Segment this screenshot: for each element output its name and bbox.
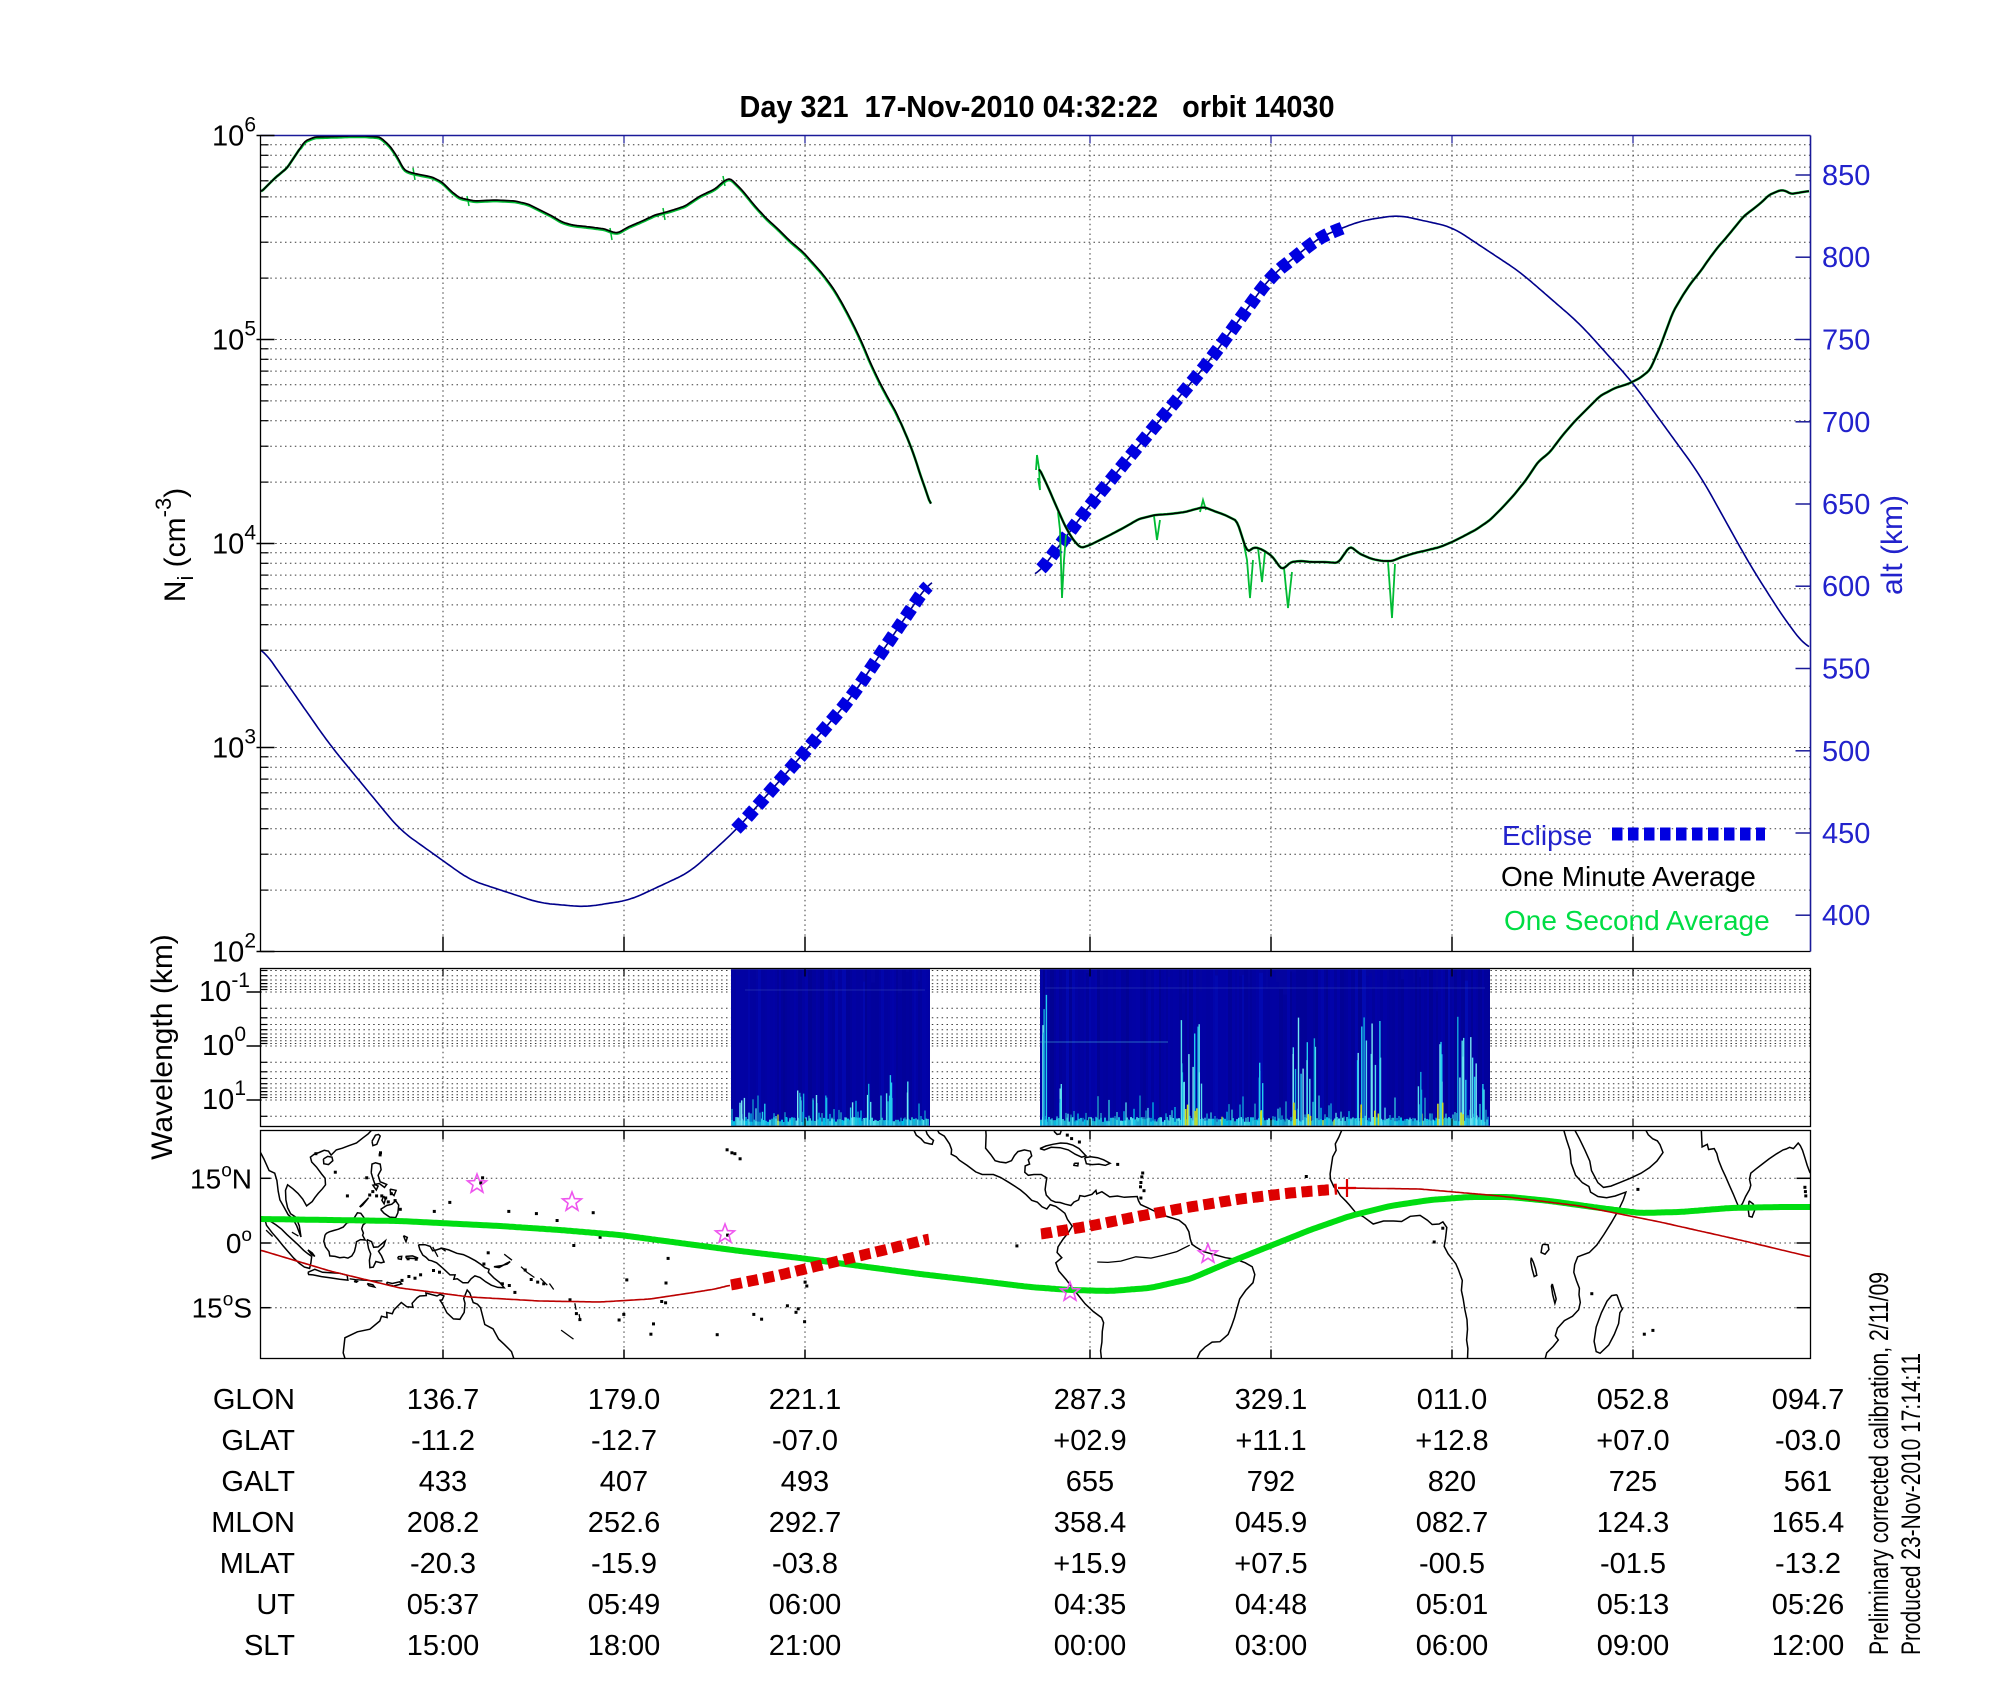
svg-text:Eclipse: Eclipse	[1502, 820, 1592, 851]
svg-text:15:00: 15:00	[407, 1630, 480, 1662]
svg-text:+07.0: +07.0	[1596, 1425, 1669, 1457]
svg-text:06:00: 06:00	[1416, 1630, 1489, 1662]
svg-text:MLON: MLON	[211, 1507, 295, 1539]
svg-text:+07.5: +07.5	[1234, 1548, 1307, 1580]
svg-text:UT: UT	[256, 1589, 295, 1621]
svg-text:Wavelength (km): Wavelength (km)	[146, 934, 179, 1160]
svg-text:700: 700	[1822, 407, 1870, 439]
svg-text:407: 407	[600, 1466, 648, 1498]
svg-text:Preliminary corrected calibrat: Preliminary corrected calibration, 2/11/…	[1864, 1272, 1894, 1655]
svg-text:-03.0: -03.0	[1775, 1425, 1841, 1457]
svg-text:179.0: 179.0	[588, 1384, 661, 1416]
svg-text:05:49: 05:49	[588, 1589, 661, 1621]
svg-text:252.6: 252.6	[588, 1507, 661, 1539]
svg-text:045.9: 045.9	[1235, 1507, 1308, 1539]
svg-text:104: 104	[212, 522, 256, 561]
svg-text:-12.7: -12.7	[591, 1425, 657, 1457]
svg-text:One Minute Average: One Minute Average	[1501, 861, 1756, 892]
svg-text:MLAT: MLAT	[220, 1548, 295, 1580]
svg-text:725: 725	[1609, 1466, 1657, 1498]
svg-text:03:00: 03:00	[1235, 1630, 1308, 1662]
svg-text:15oN: 15oN	[190, 1160, 252, 1194]
svg-text:136.7: 136.7	[407, 1384, 480, 1416]
svg-text:GLON: GLON	[213, 1384, 295, 1416]
svg-text:-01.5: -01.5	[1600, 1548, 1666, 1580]
svg-text:287.3: 287.3	[1054, 1384, 1127, 1416]
svg-text:124.3: 124.3	[1597, 1507, 1670, 1539]
svg-text:-03.8: -03.8	[772, 1548, 838, 1580]
svg-text:094.7: 094.7	[1772, 1384, 1845, 1416]
svg-text:433: 433	[419, 1466, 467, 1498]
svg-text:792: 792	[1247, 1466, 1295, 1498]
svg-text:06:00: 06:00	[769, 1589, 842, 1621]
svg-text:04:35: 04:35	[1054, 1589, 1127, 1621]
svg-text:105: 105	[212, 318, 256, 357]
svg-text:600: 600	[1822, 571, 1870, 603]
svg-text:+11.1: +11.1	[1235, 1425, 1306, 1457]
svg-text:SLT: SLT	[244, 1630, 295, 1662]
svg-text:800: 800	[1822, 242, 1870, 274]
svg-text:208.2: 208.2	[407, 1507, 480, 1539]
svg-text:165.4: 165.4	[1772, 1507, 1845, 1539]
svg-text:329.1: 329.1	[1235, 1384, 1308, 1416]
svg-text:Day 321 17-Nov-2010 04:32:22: Day 321 17-Nov-2010 04:32:22 orbit 14030	[740, 89, 1335, 124]
svg-text:15oS: 15oS	[192, 1290, 252, 1324]
svg-text:-15.9: -15.9	[591, 1548, 657, 1580]
svg-text:655: 655	[1066, 1466, 1114, 1498]
svg-text:12:00: 12:00	[1772, 1630, 1845, 1662]
svg-text:-07.0: -07.0	[772, 1425, 838, 1457]
svg-text:650: 650	[1822, 489, 1870, 521]
svg-text:011.0: 011.0	[1417, 1384, 1487, 1416]
svg-text:292.7: 292.7	[769, 1507, 842, 1539]
svg-text:-11.2: -11.2	[411, 1425, 475, 1457]
svg-text:GALT: GALT	[221, 1466, 295, 1498]
svg-text:450: 450	[1822, 818, 1870, 850]
svg-text:400: 400	[1822, 900, 1870, 932]
svg-text:+15.9: +15.9	[1053, 1548, 1126, 1580]
svg-text:+12.8: +12.8	[1415, 1425, 1488, 1457]
svg-text:550: 550	[1822, 654, 1870, 686]
svg-text:750: 750	[1822, 325, 1870, 357]
svg-text:18:00: 18:00	[588, 1630, 661, 1662]
svg-text:alt (km): alt (km)	[1876, 495, 1909, 595]
svg-text:Produced 23-Nov-2010 17:14:11: Produced 23-Nov-2010 17:14:11	[1896, 1353, 1926, 1655]
svg-text:221.1: 221.1	[769, 1384, 842, 1416]
svg-text:-20.3: -20.3	[410, 1548, 476, 1580]
svg-text:21:00: 21:00	[769, 1630, 842, 1662]
svg-text:082.7: 082.7	[1416, 1507, 1489, 1539]
svg-text:-00.5: -00.5	[1419, 1548, 1485, 1580]
svg-text:+02.9: +02.9	[1053, 1425, 1126, 1457]
svg-text:GLAT: GLAT	[221, 1425, 295, 1457]
svg-text:One Second Average: One Second Average	[1504, 905, 1770, 936]
svg-text:-13.2: -13.2	[1775, 1548, 1841, 1580]
svg-text:820: 820	[1428, 1466, 1476, 1498]
svg-text:05:37: 05:37	[407, 1589, 480, 1621]
svg-text:00:00: 00:00	[1054, 1630, 1127, 1662]
svg-text:05:01: 05:01	[1416, 1589, 1489, 1621]
svg-text:05:13: 05:13	[1597, 1589, 1670, 1621]
svg-text:052.8: 052.8	[1597, 1384, 1670, 1416]
svg-text:500: 500	[1822, 736, 1870, 768]
svg-text:493: 493	[781, 1466, 829, 1498]
svg-text:850: 850	[1822, 160, 1870, 192]
svg-text:05:26: 05:26	[1772, 1589, 1845, 1621]
svg-text:561: 561	[1784, 1466, 1832, 1498]
svg-text:09:00: 09:00	[1597, 1630, 1670, 1662]
svg-text:04:48: 04:48	[1235, 1589, 1308, 1621]
svg-text:358.4: 358.4	[1054, 1507, 1127, 1539]
